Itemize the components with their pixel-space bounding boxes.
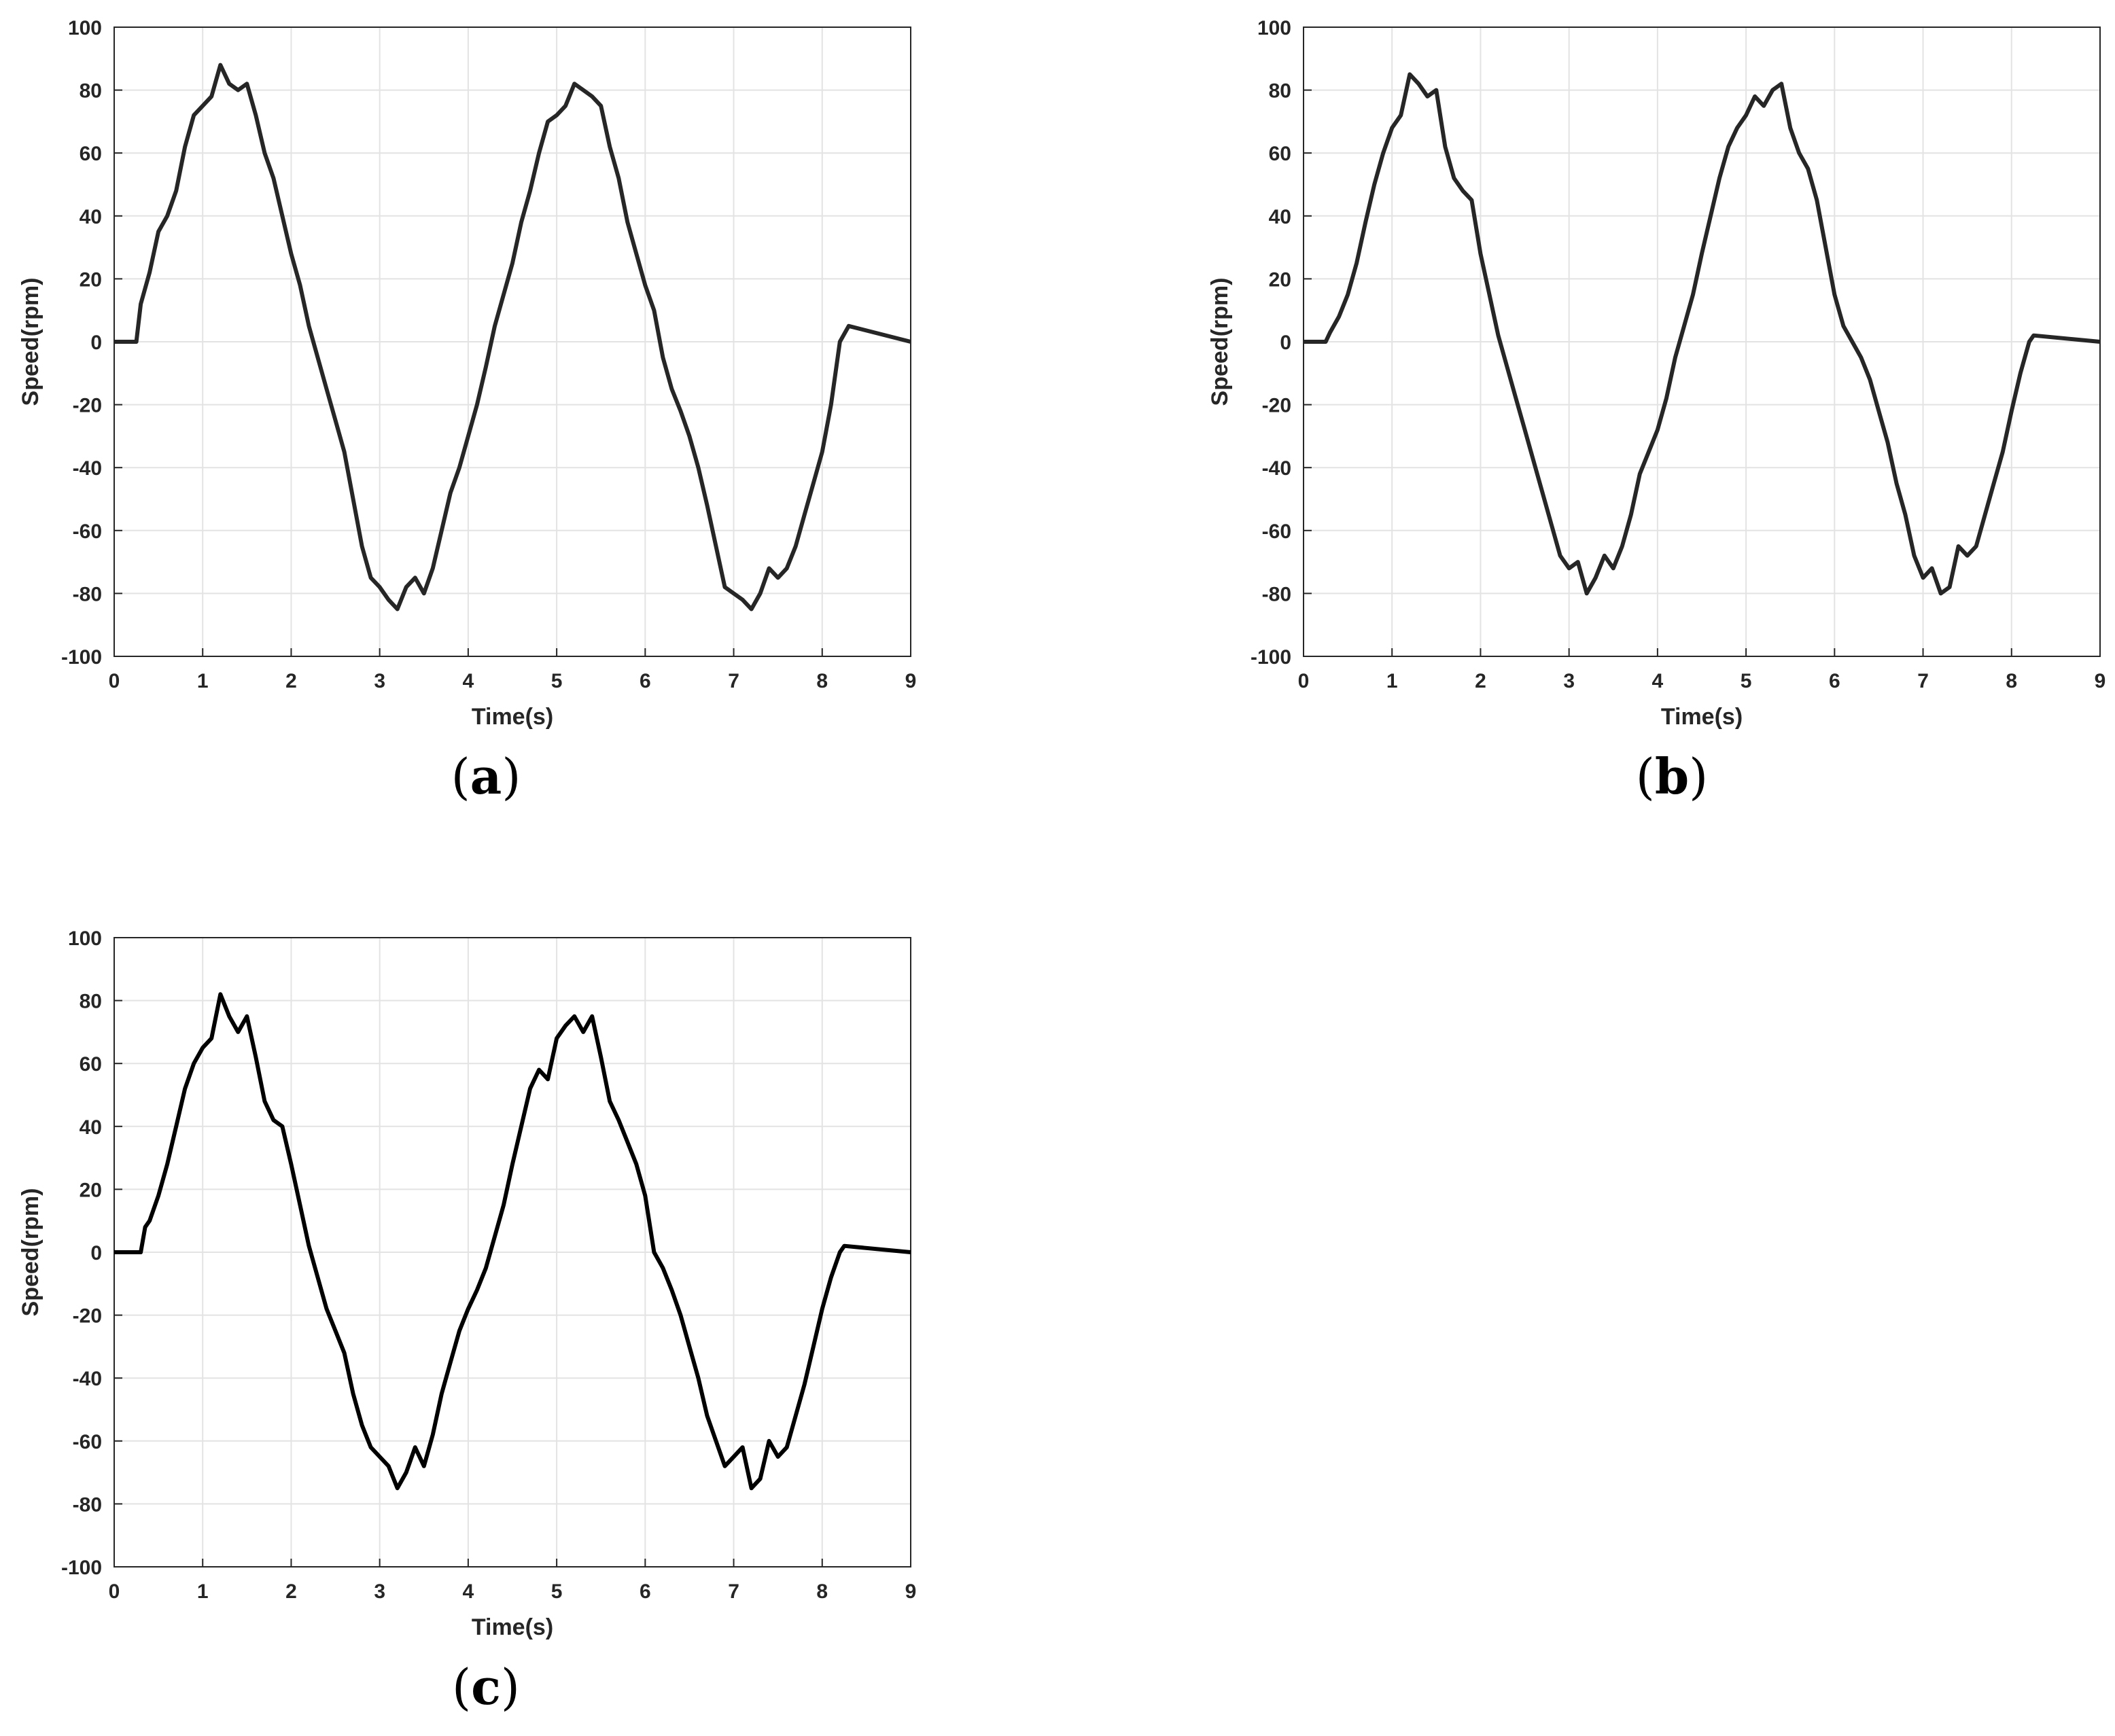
x-tick-label: 4 [463, 670, 474, 692]
caption-c: (c) [451, 1658, 521, 1716]
y-tick-label: -60 [73, 1431, 102, 1453]
y-tick-label: -40 [73, 457, 102, 480]
y-tick-label: 80 [80, 991, 102, 1013]
x-tick-label: 9 [905, 670, 917, 692]
y-tick-label: 60 [80, 1053, 102, 1076]
chart-c: 0 1 2 3 4 5 6 7 8 9 100 80 60 40 20 0 -20 -40 -60 -80 -100 Ti… [18, 927, 917, 1640]
x-tick-label: 8 [816, 1580, 828, 1603]
x-tick-label: 0 [1298, 670, 1310, 692]
y-tick-label: 20 [1269, 268, 1291, 291]
x-tick-label: 1 [197, 670, 209, 692]
y-axis-label: Speed(rpm) [18, 1188, 43, 1317]
chart-b: 0 1 2 3 4 5 6 7 8 9 100 80 60 40 20 0 -20 -40 -60 -80 -100 Ti… [1207, 17, 2106, 730]
y-tick-label: -100 [61, 646, 102, 669]
y-axis-label: Speed(rpm) [18, 278, 43, 406]
chart-a-panel: 0 1 2 3 4 5 6 7 8 9 100 80 60 40 20 0 -20 -40 -60 -80 -100 Ti… [0, 0, 951, 734]
y-tick-label: 60 [80, 143, 102, 165]
caption-b-letter: b [1654, 747, 1690, 805]
speed-series-line [114, 63, 911, 612]
y-axis-label: Speed(rpm) [1207, 278, 1233, 406]
x-tick-label: 7 [1917, 670, 1929, 692]
caption-c-letter: c [471, 1658, 501, 1716]
y-tick-label: -100 [1251, 646, 1291, 669]
x-tick-label: 6 [640, 1580, 651, 1603]
x-tick-label: 3 [1563, 670, 1575, 692]
y-tick-label: -20 [73, 395, 102, 417]
y-tick-label: -80 [73, 583, 102, 605]
y-tick-label: -40 [1262, 457, 1291, 480]
x-tick-label: 8 [2006, 670, 2017, 692]
x-tick-label: 4 [1652, 670, 1664, 692]
x-tick-label: 7 [728, 670, 739, 692]
y-tick-label: 0 [1280, 332, 1291, 354]
y-tick-label: 100 [68, 927, 102, 950]
x-tick-label: 2 [1475, 670, 1486, 692]
y-tick-label: -20 [73, 1305, 102, 1328]
y-tick-label: -100 [61, 1557, 102, 1579]
x-tick-label: 0 [109, 1580, 120, 1603]
x-tick-label: 3 [374, 670, 385, 692]
x-tick-label: 1 [197, 1580, 209, 1603]
x-tick-label: 7 [728, 1580, 739, 1603]
y-tick-label: 20 [80, 268, 102, 291]
y-tick-label: 20 [80, 1179, 102, 1201]
chart-c-panel: 0 1 2 3 4 5 6 7 8 9 100 80 60 40 20 0 -20 -40 -60 -80 -100 Ti… [0, 910, 951, 1644]
y-tick-label: 80 [80, 80, 102, 103]
x-tick-label: 6 [640, 670, 651, 692]
y-tick-label: 40 [1269, 206, 1291, 228]
y-tick-label: 100 [68, 17, 102, 39]
x-tick-label: 8 [816, 670, 828, 692]
chart-b-panel: 0 1 2 3 4 5 6 7 8 9 100 80 60 40 20 0 -20 -40 -60 -80 -100 Ti… [1189, 0, 2115, 734]
y-tick-label: 0 [90, 1242, 102, 1264]
y-tick-label: -40 [73, 1368, 102, 1390]
x-tick-label: 9 [2095, 670, 2106, 692]
speed-series-line [114, 992, 911, 1491]
x-tick-label: 5 [551, 670, 563, 692]
x-tick-label: 5 [551, 1580, 563, 1603]
x-tick-label: 1 [1386, 670, 1398, 692]
x-tick-label: 0 [109, 670, 120, 692]
x-tick-label: 5 [1741, 670, 1752, 692]
y-tick-label: -80 [73, 1493, 102, 1516]
chart-a: 0 1 2 3 4 5 6 7 8 9 100 80 60 40 20 0 -20 -40 -60 -80 -100 Ti… [18, 17, 917, 730]
y-tick-label: -60 [73, 520, 102, 543]
y-tick-label: -80 [1262, 583, 1291, 605]
x-axis-label: Time(s) [1661, 704, 1743, 730]
caption-b: (b) [1635, 747, 1709, 805]
x-tick-label: 9 [905, 1580, 917, 1603]
x-tick-label: 6 [1829, 670, 1840, 692]
x-tick-label: 2 [285, 670, 297, 692]
x-tick-label: 4 [463, 1580, 474, 1603]
y-tick-label: 40 [80, 206, 102, 228]
caption-a: (a) [451, 747, 521, 805]
x-axis-label: Time(s) [472, 1614, 553, 1640]
y-tick-label: 40 [80, 1116, 102, 1139]
x-tick-label: 2 [285, 1580, 297, 1603]
y-tick-label: -60 [1262, 520, 1291, 543]
y-tick-label: 80 [1269, 80, 1291, 103]
y-tick-label: 0 [90, 332, 102, 354]
speed-series-line [1304, 72, 2101, 596]
y-tick-label: 60 [1269, 143, 1291, 165]
x-axis-label: Time(s) [472, 704, 553, 730]
caption-a-letter: a [470, 747, 502, 805]
y-tick-label: -20 [1262, 395, 1291, 417]
y-tick-label: 100 [1257, 17, 1291, 39]
x-tick-label: 3 [374, 1580, 385, 1603]
